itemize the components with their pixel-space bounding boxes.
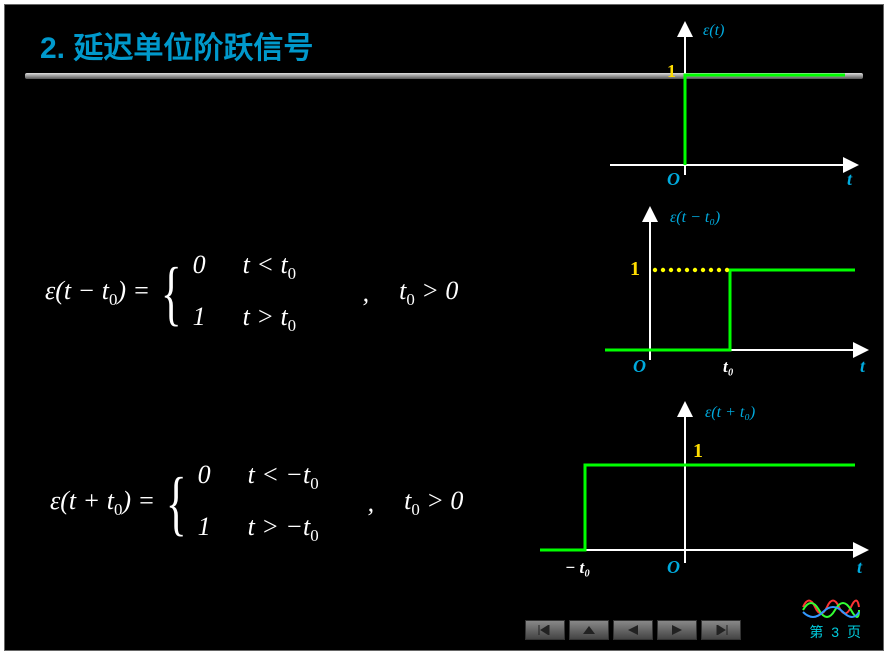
formula2-side: t0 > 0 — [404, 486, 463, 520]
plot3-origin: O — [667, 557, 680, 577]
formula1-lhs: ε(t − t0) = — [45, 276, 150, 310]
plot2-t0: t₀ — [723, 357, 734, 376]
slide-title: 2. 延迟单位阶跃信号 — [40, 23, 313, 67]
next-icon — [670, 625, 684, 635]
prev-icon — [626, 625, 640, 635]
formula1-side: t0 > 0 — [399, 276, 458, 310]
step-signal — [685, 75, 845, 165]
formula1-r2-val: 1 — [193, 302, 243, 332]
nav-up-button[interactable] — [569, 620, 609, 640]
first-icon — [537, 625, 553, 635]
nav-last-button[interactable] — [701, 620, 741, 640]
plot2-ylabel: ε(t − t₀) — [670, 209, 720, 226]
step-signal — [605, 270, 855, 350]
formula1-r2-cond: t > t0 — [243, 302, 363, 336]
formula2-cases: 0 t < −t0 1 t > −t0 — [198, 460, 368, 546]
formula2-r2-val: 1 — [198, 512, 248, 542]
nav-next-button[interactable] — [657, 620, 697, 640]
plot-epsilon-t: ε(t) 1 O t — [585, 15, 875, 190]
plot1-one: 1 — [667, 61, 676, 81]
formula1-r1-val: 0 — [193, 250, 243, 280]
formula2-r1-cond: t < −t0 — [248, 460, 368, 494]
formula2-lhs: ε(t + t0) = — [50, 486, 155, 520]
brace-icon: { — [161, 268, 182, 318]
brace-icon: { — [166, 478, 187, 528]
up-icon — [582, 625, 596, 635]
formula2-r2-cond: t > −t0 — [248, 512, 368, 546]
dotted-line — [653, 268, 729, 272]
formula1-comma: , — [363, 278, 370, 308]
formula2-r1-val: 0 — [198, 460, 248, 490]
page-number: 第 3 页 — [809, 622, 863, 642]
plot-epsilon-t-plus-t0: ε(t + t₀) 1 O − t₀ t — [525, 395, 884, 590]
plot1-xend: t — [847, 169, 853, 189]
nav-prev-button[interactable] — [613, 620, 653, 640]
formula1-r1-cond: t < t0 — [243, 250, 363, 284]
nav-first-button[interactable] — [525, 620, 565, 640]
formula2-comma: , — [368, 488, 375, 518]
plot2-origin: O — [633, 356, 646, 376]
plot3-one: 1 — [693, 440, 703, 462]
formula1-cases: 0 t < t0 1 t > t0 — [193, 250, 363, 336]
plot3-xend: t — [857, 557, 863, 577]
wave-logo-icon — [801, 592, 861, 622]
slide: 2. 延迟单位阶跃信号 ε(t − t0) = { 0 t < t0 1 t >… — [4, 4, 884, 651]
plot3-negt0: − t₀ — [565, 558, 590, 577]
plot1-origin: O — [667, 169, 680, 189]
plot2-one: 1 — [630, 258, 640, 280]
plot3-ylabel: ε(t + t₀) — [705, 404, 755, 421]
last-icon — [713, 625, 729, 635]
step-signal — [540, 465, 855, 550]
plot2-xend: t — [860, 356, 866, 376]
plot-epsilon-t-minus-t0: ε(t − t₀) 1 O t₀ t — [585, 200, 884, 385]
plot1-ylabel: ε(t) — [703, 22, 724, 39]
nav-bar — [525, 620, 741, 640]
formula-delayed-plus: ε(t + t0) = { 0 t < −t0 1 t > −t0 , t0 >… — [50, 460, 463, 546]
formula-delayed-minus: ε(t − t0) = { 0 t < t0 1 t > t0 , t0 > 0 — [45, 250, 458, 336]
